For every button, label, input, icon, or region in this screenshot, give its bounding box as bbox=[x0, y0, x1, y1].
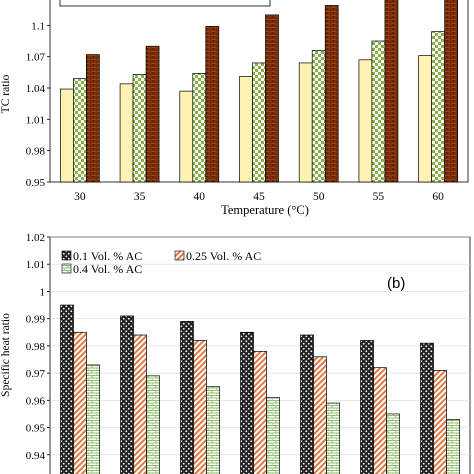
x-axis-label-a: Temperature (°C) bbox=[221, 203, 309, 217]
bar-series-0-1 bbox=[119, 83, 134, 183]
bar-0-1-vol-ac-6 bbox=[420, 342, 434, 474]
y-tick-label: 0.95 bbox=[26, 177, 46, 189]
y-tick-label: 0.95 bbox=[26, 423, 46, 435]
bar-0-25-vol-ac-0 bbox=[73, 331, 87, 474]
bar-0-4-vol-ac-4 bbox=[326, 402, 340, 474]
bar-series-2-2 bbox=[205, 26, 220, 183]
y-tick-label: 1.01 bbox=[26, 114, 45, 126]
x-tick-label: 35 bbox=[134, 191, 146, 203]
legend-label-1: 0.25 Vol. % AC bbox=[186, 249, 261, 263]
bar-series-2-0 bbox=[86, 54, 100, 183]
y-tick-label: 1.13 bbox=[26, 0, 46, 1]
bar-series-0-5 bbox=[358, 59, 373, 183]
y-tick-label: 0.98 bbox=[26, 146, 46, 158]
legend-b: 0.1 Vol. % AC 0.25 Vol. % AC 0.4 Vol. % … bbox=[61, 249, 261, 276]
y-tick-label: 1.04 bbox=[26, 83, 46, 95]
legend-swatch-1 bbox=[174, 250, 185, 261]
bar-0-1-vol-ac-3 bbox=[240, 331, 254, 474]
bar-0-25-vol-ac-5 bbox=[373, 367, 387, 474]
x-tick-label: 55 bbox=[373, 191, 385, 203]
bar-0-1-vol-ac-0 bbox=[60, 304, 74, 474]
x-tick-label: 45 bbox=[253, 191, 265, 203]
bar-series-1-5 bbox=[371, 40, 386, 183]
x-tick-label: 40 bbox=[194, 191, 206, 203]
x-tick-label: 30 bbox=[74, 191, 86, 203]
bar-0-4-vol-ac-0 bbox=[86, 364, 100, 474]
y-tick-label: 0.99 bbox=[26, 314, 46, 326]
bar-series-1-0 bbox=[73, 78, 87, 183]
bar-0-1-vol-ac-2 bbox=[180, 321, 194, 474]
bar-series-2-4 bbox=[324, 5, 339, 183]
legend-swatch-0 bbox=[61, 250, 72, 261]
bar-series-1-6 bbox=[431, 31, 445, 183]
bar-series-0-0 bbox=[60, 88, 74, 183]
legend-box-a bbox=[59, 0, 271, 7]
y-tick-label: 0.97 bbox=[26, 368, 46, 380]
y-tick-label: 0.96 bbox=[26, 395, 46, 407]
bar-series-2-6 bbox=[444, 0, 458, 183]
bar-series-0-4 bbox=[298, 62, 313, 183]
bar-series-0-2 bbox=[179, 90, 194, 183]
y-tick-label: 1.02 bbox=[26, 232, 45, 244]
bar-0-1-vol-ac-4 bbox=[300, 334, 314, 474]
bar-0-25-vol-ac-1 bbox=[133, 334, 147, 474]
legend-label-2: 0.4 Vol. % AC bbox=[73, 262, 142, 276]
bar-series-1-1 bbox=[132, 74, 147, 183]
bar-0-4-vol-ac-3 bbox=[266, 397, 280, 474]
bar-series-0-3 bbox=[239, 76, 253, 183]
y-axis-label-b: Specific heat ratio bbox=[0, 313, 12, 397]
y-tick-label: 0.94 bbox=[26, 450, 46, 462]
x-tick-label: 50 bbox=[313, 191, 325, 203]
bar-series-0-6 bbox=[418, 55, 432, 183]
bar-0-1-vol-ac-1 bbox=[120, 315, 134, 474]
bar-series-2-5 bbox=[384, 0, 399, 183]
y-tick-label: 1 bbox=[40, 286, 46, 298]
bar-0-25-vol-ac-6 bbox=[433, 370, 447, 474]
y-tick-label: 1.07 bbox=[26, 52, 46, 64]
legend-swatch-2 bbox=[61, 263, 72, 274]
bar-0-4-vol-ac-5 bbox=[386, 413, 400, 474]
bar-0-4-vol-ac-6 bbox=[446, 419, 460, 474]
bar-0-1-vol-ac-5 bbox=[360, 340, 374, 474]
y-tick-label: 0.98 bbox=[26, 341, 46, 353]
y-axis-label-a: TC ratio bbox=[0, 74, 12, 113]
legend-label-0: 0.1 Vol. % AC bbox=[73, 249, 142, 263]
bar-0-25-vol-ac-4 bbox=[313, 356, 327, 474]
x-tick-label: 60 bbox=[432, 191, 444, 203]
bar-series-1-2 bbox=[192, 73, 207, 183]
bar-series-2-3 bbox=[265, 14, 279, 183]
bar-0-4-vol-ac-2 bbox=[206, 386, 220, 474]
bar-series-2-1 bbox=[145, 45, 160, 183]
bar-series-1-4 bbox=[311, 50, 326, 183]
bar-0-25-vol-ac-2 bbox=[193, 340, 207, 474]
y-tick-label: 1.01 bbox=[26, 259, 45, 271]
panel-label-b: (b) bbox=[387, 275, 405, 292]
y-tick-label: 1.1 bbox=[31, 20, 45, 32]
bar-series-1-3 bbox=[252, 62, 266, 183]
bar-0-25-vol-ac-3 bbox=[253, 350, 267, 474]
chart-panel-a: 0.95 0.98 1.01 1.04 1.07 1.1 1.13 30 35 40 45 50 55… bbox=[0, 0, 469, 217]
bar-0-4-vol-ac-1 bbox=[146, 375, 160, 474]
